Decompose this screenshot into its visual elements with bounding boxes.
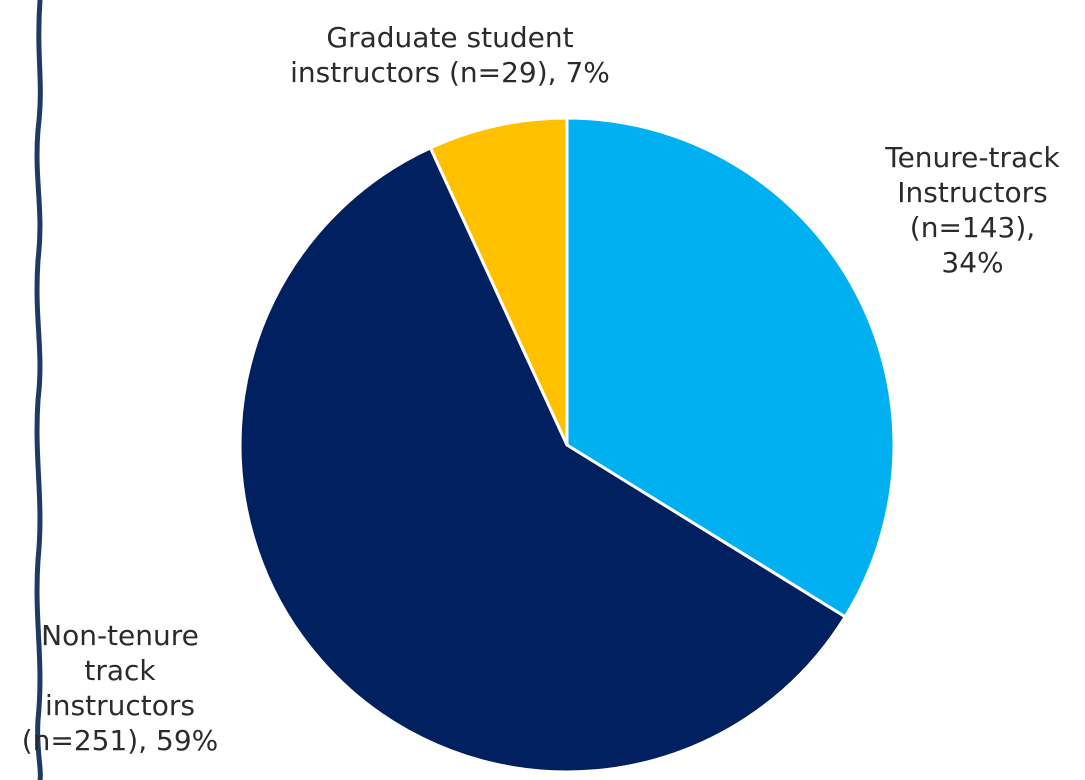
pie-slice-tenure-track-instructors: [565, 116, 896, 619]
slice-label-line: 34%: [941, 246, 1004, 279]
pie-chart: [238, 116, 896, 774]
slice-label-non-tenure-track-instructors: Non-tenure track instructors (n=251), 59…: [5, 618, 235, 758]
slice-label-tenure-track-instructors: Tenure-track Instructors (n=143), 34%: [870, 140, 1075, 280]
slice-label-graduate-student-instructors: Graduate student instructors (n=29), 7%: [270, 20, 630, 90]
slice-label-line: Graduate student: [326, 21, 574, 54]
slice-label-line: instructors: [45, 689, 195, 722]
slice-label-line: instructors (n=29), 7%: [290, 56, 610, 89]
slice-label-line: Instructors: [897, 176, 1048, 209]
pie-slice-non-tenure-track-instructors: [238, 146, 847, 774]
slice-label-line: Non-tenure: [41, 619, 199, 652]
slice-label-line: Tenure-track: [885, 141, 1060, 174]
slice-label-line: (n=251), 59%: [21, 724, 219, 757]
pie-slice-graduate-student-instructors: [428, 116, 569, 447]
slice-label-line: track: [84, 654, 156, 687]
slice-label-line: (n=143),: [909, 211, 1036, 244]
left-border-decoration: [34, 0, 43, 780]
